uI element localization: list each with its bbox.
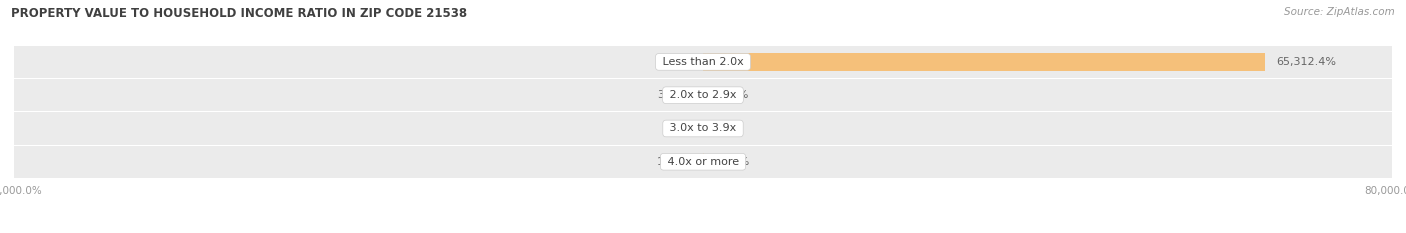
Text: 63.0%: 63.0% — [714, 157, 749, 167]
Text: PROPERTY VALUE TO HOUSEHOLD INCOME RATIO IN ZIP CODE 21538: PROPERTY VALUE TO HOUSEHOLD INCOME RATIO… — [11, 7, 467, 20]
Text: 19.4%: 19.4% — [657, 157, 693, 167]
Bar — [14, 112, 1392, 145]
Text: 4.0x or more: 4.0x or more — [664, 157, 742, 167]
Text: 0.0%: 0.0% — [665, 123, 693, 134]
Text: 65,312.4%: 65,312.4% — [1275, 57, 1336, 67]
Text: Source: ZipAtlas.com: Source: ZipAtlas.com — [1284, 7, 1395, 17]
Text: 36.6%: 36.6% — [657, 90, 692, 100]
Bar — [14, 79, 1392, 111]
Text: 32.1%: 32.1% — [714, 90, 749, 100]
Bar — [14, 146, 1392, 178]
Bar — [703, 53, 1265, 71]
Text: 2.0x to 2.9x: 2.0x to 2.9x — [666, 90, 740, 100]
Text: 3.0x to 3.9x: 3.0x to 3.9x — [666, 123, 740, 134]
Bar — [14, 46, 1392, 78]
Text: 44.1%: 44.1% — [657, 57, 692, 67]
Text: Less than 2.0x: Less than 2.0x — [659, 57, 747, 67]
Text: 2.5%: 2.5% — [713, 123, 742, 134]
